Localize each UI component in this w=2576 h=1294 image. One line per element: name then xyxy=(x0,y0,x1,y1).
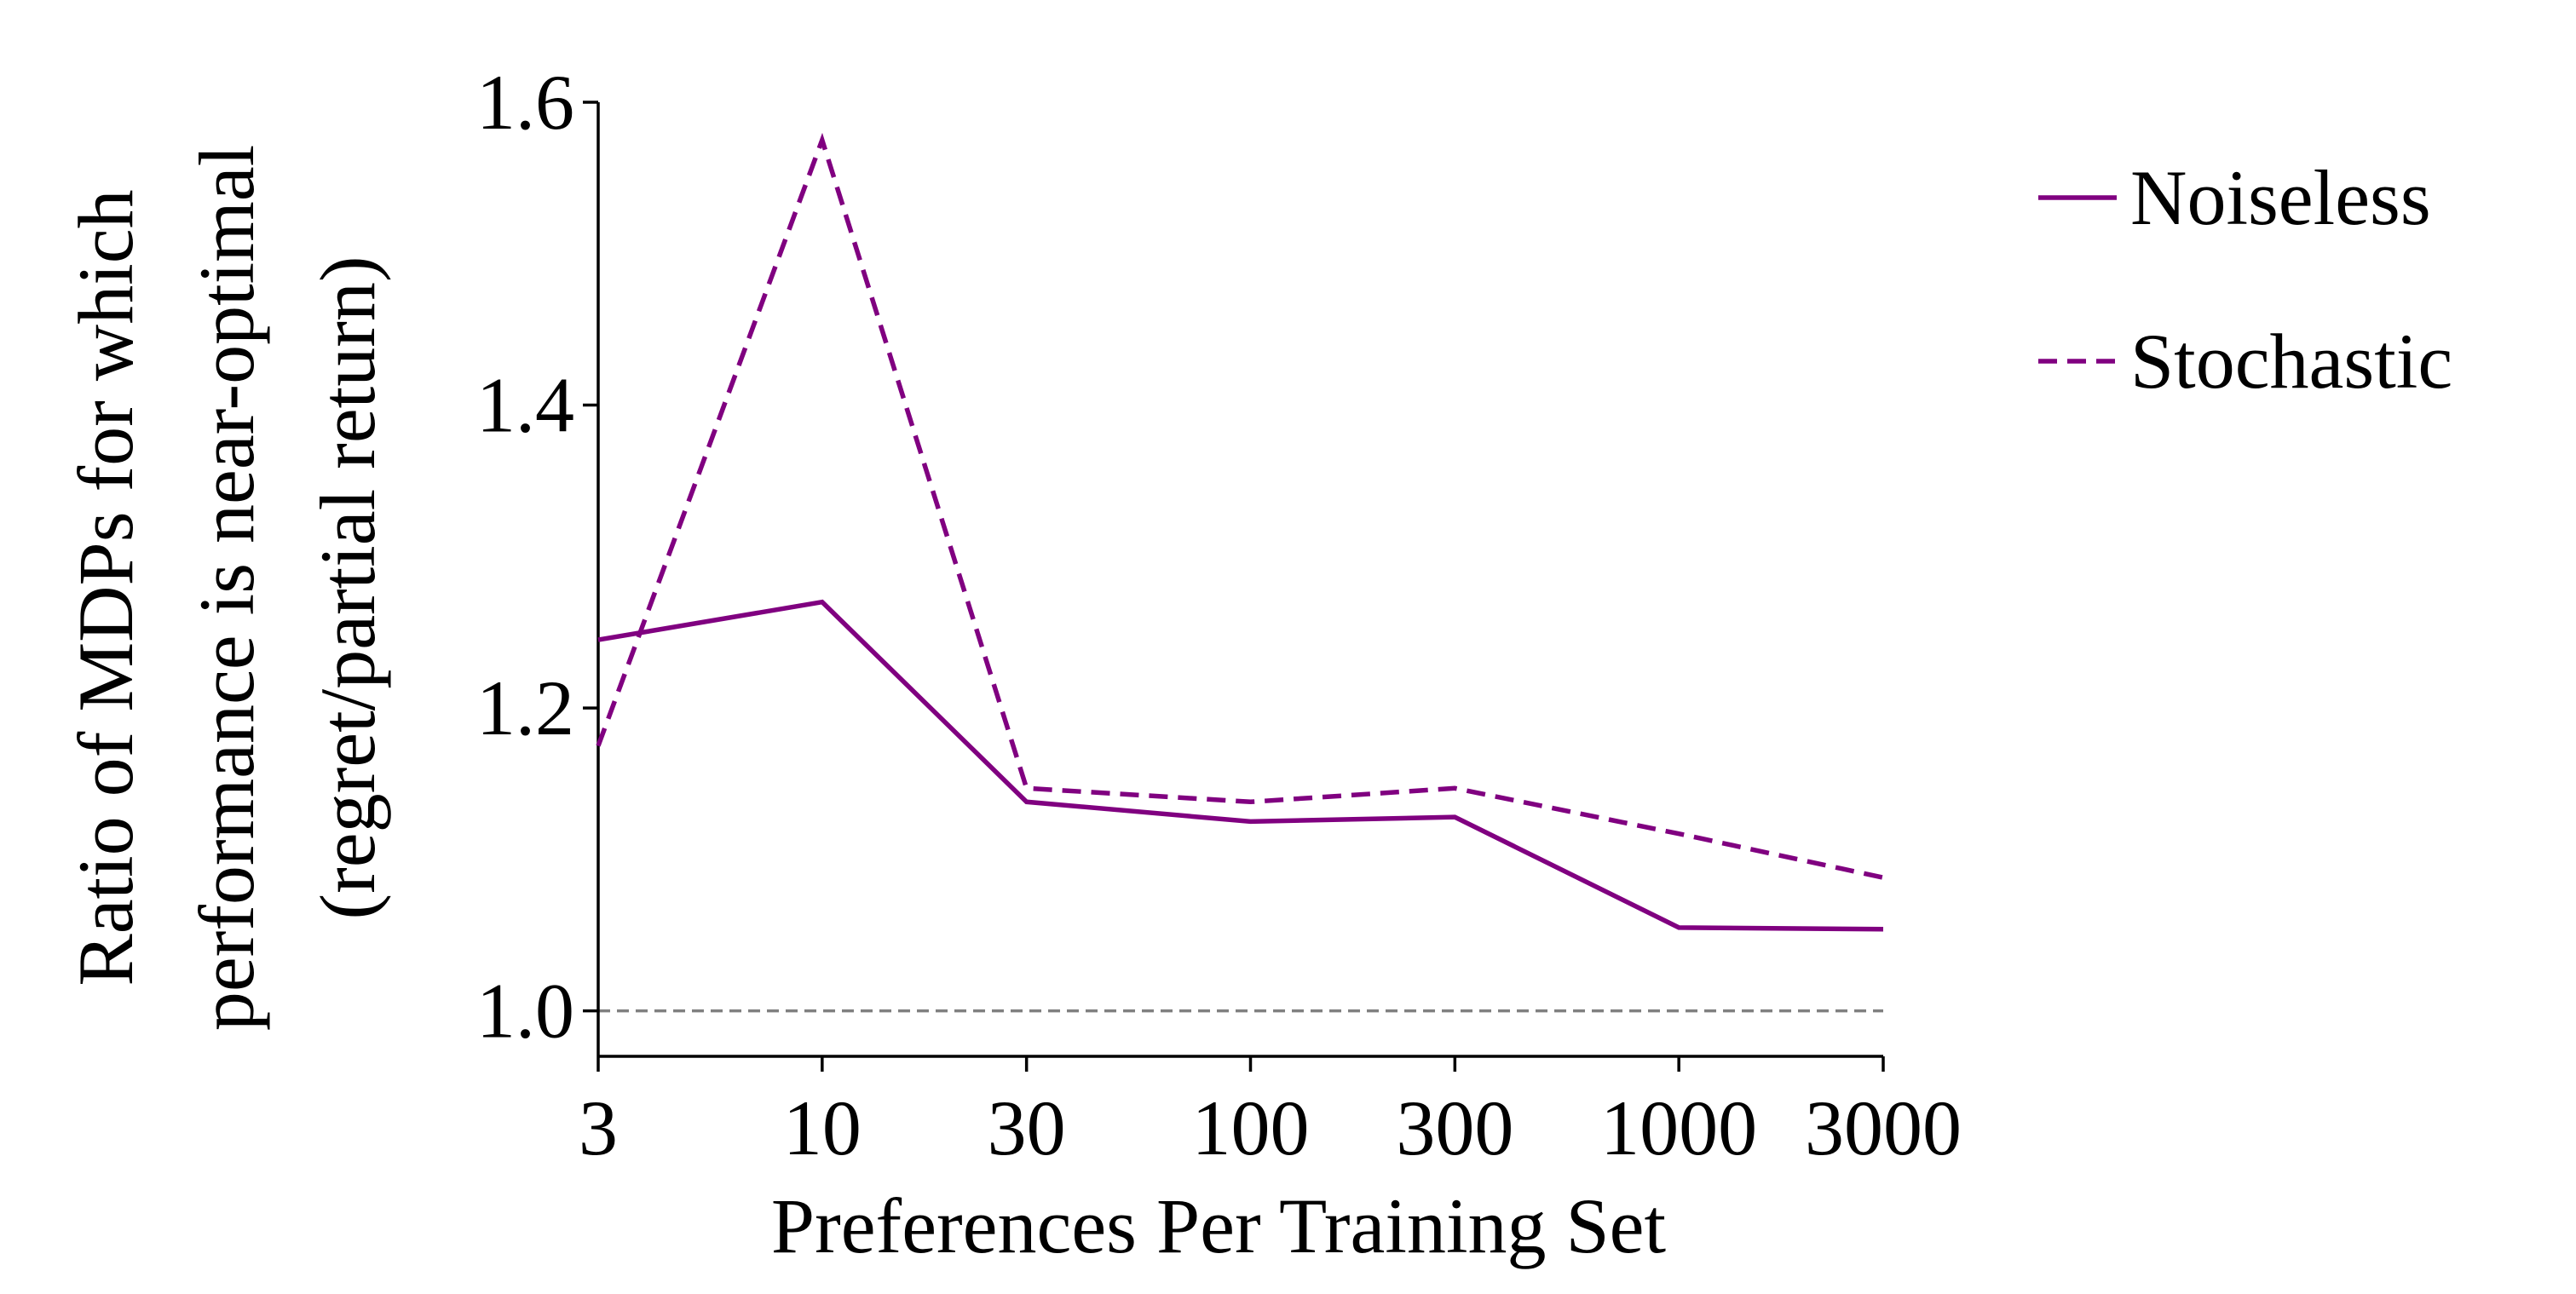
legend: Noiseless Stochastic xyxy=(2038,154,2452,405)
x-tick-label: 30 xyxy=(988,1084,1066,1171)
y-tick-label: 1.4 xyxy=(476,362,574,449)
x-tick-label: 100 xyxy=(1192,1084,1310,1171)
series-line-noiseless xyxy=(597,599,1884,932)
y-tick-label: 1.0 xyxy=(476,968,574,1055)
legend-label-noiseless: Noiseless xyxy=(2130,154,2431,241)
x-tick-label: 1000 xyxy=(1600,1084,1757,1171)
x-tick-label: 3 xyxy=(579,1084,618,1171)
x-tick-label: 3000 xyxy=(1805,1084,1962,1171)
legend-label-stochastic: Stochastic xyxy=(2130,318,2452,405)
x-axis-title: Preferences Per Training Set xyxy=(771,1182,1667,1269)
series-line-stochastic xyxy=(596,132,1884,880)
y-axis-title-line-3: (regret/partial return) xyxy=(304,256,391,920)
y-tick-label: 1.6 xyxy=(476,59,574,146)
y-axis-title-line-2: performance is near-optimal xyxy=(183,145,270,1031)
y-tick-label: 1.2 xyxy=(476,664,574,751)
x-tick-label: 10 xyxy=(783,1084,862,1171)
y-axis-title: Ratio of MDPs for which performance is n… xyxy=(62,145,391,1031)
y-axis-title-line-1: Ratio of MDPs for which xyxy=(62,189,149,986)
plot-area: 1.0 1.2 1.4 1.6 3 10 30 100 300 1000 3000 xyxy=(476,59,1962,1171)
x-tick-label: 300 xyxy=(1396,1084,1513,1171)
